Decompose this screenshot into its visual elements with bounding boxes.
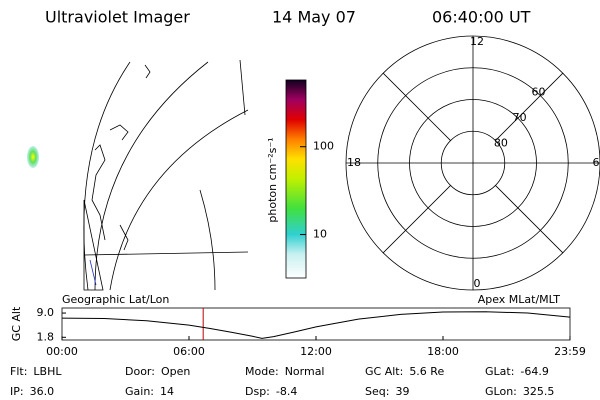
footer-label: Flt: [10, 365, 27, 378]
footer-label: GLat: [485, 365, 514, 378]
date: 14 May 07 [272, 8, 356, 27]
footer-label: Gain: [125, 385, 154, 398]
footer-value: 36.0 [30, 385, 55, 398]
mlt-diagonal [382, 185, 451, 254]
footer-value: 14 [160, 385, 174, 398]
x-tick-label: 23:59 [554, 345, 586, 358]
plot-frame [61, 307, 571, 341]
footer-label: Mode: [245, 365, 279, 378]
footer-value: Open [161, 365, 190, 378]
footer-label: Dsp: [245, 385, 270, 398]
mlt-label: 12 [470, 35, 484, 48]
footer-value: -8.4 [276, 385, 297, 398]
colorbar [285, 79, 307, 279]
y-axis-label: GC Alt [10, 306, 23, 341]
mlt-label: 6 [593, 156, 600, 169]
colorbar-tick-label: 10 [313, 228, 327, 241]
right-label: Apex MLat/MLT [478, 293, 561, 306]
footer-label: Door: [125, 365, 155, 378]
footer-value: Normal [285, 365, 325, 378]
colorbar-label: photon cm⁻²s⁻¹ [266, 137, 279, 222]
time: 06:40:00 UT [432, 8, 531, 27]
mlt-label: 18 [347, 156, 361, 169]
lat-label: 60 [532, 85, 546, 98]
footer-value: -64.9 [520, 365, 548, 378]
footer-value: LBHL [33, 365, 62, 378]
y-tick-label: 1.8 [37, 330, 55, 343]
footer-value: 5.6 Re [409, 365, 444, 378]
mlt-label: 0 [474, 277, 481, 290]
footer-label: Seq: [365, 385, 389, 398]
x-tick-label: 06:00 [173, 345, 205, 358]
mlt-diagonal [382, 72, 451, 141]
x-tick-label: 18:00 [427, 345, 459, 358]
lat-label: 70 [513, 111, 527, 124]
footer-label: IP: [10, 385, 24, 398]
x-tick-label: 00:00 [46, 345, 78, 358]
x-tick-label: 12:00 [300, 345, 332, 358]
mlt-diagonal [495, 185, 564, 254]
left-label: Geographic Lat/Lon [62, 293, 169, 306]
title: Ultraviolet Imager [45, 8, 190, 27]
footer-label: GC Alt: [365, 365, 403, 378]
colorbar-tick-label: 100 [313, 140, 334, 153]
y-tick-label: 9.0 [37, 306, 55, 319]
footer-value: 325.5 [523, 385, 555, 398]
altitude-line [61, 311, 571, 339]
map-outline [27, 59, 249, 291]
footer-label: GLon: [485, 385, 517, 398]
mlt-diagonal [495, 72, 564, 141]
footer-value: 39 [395, 385, 409, 398]
lat-label: 80 [494, 136, 508, 149]
